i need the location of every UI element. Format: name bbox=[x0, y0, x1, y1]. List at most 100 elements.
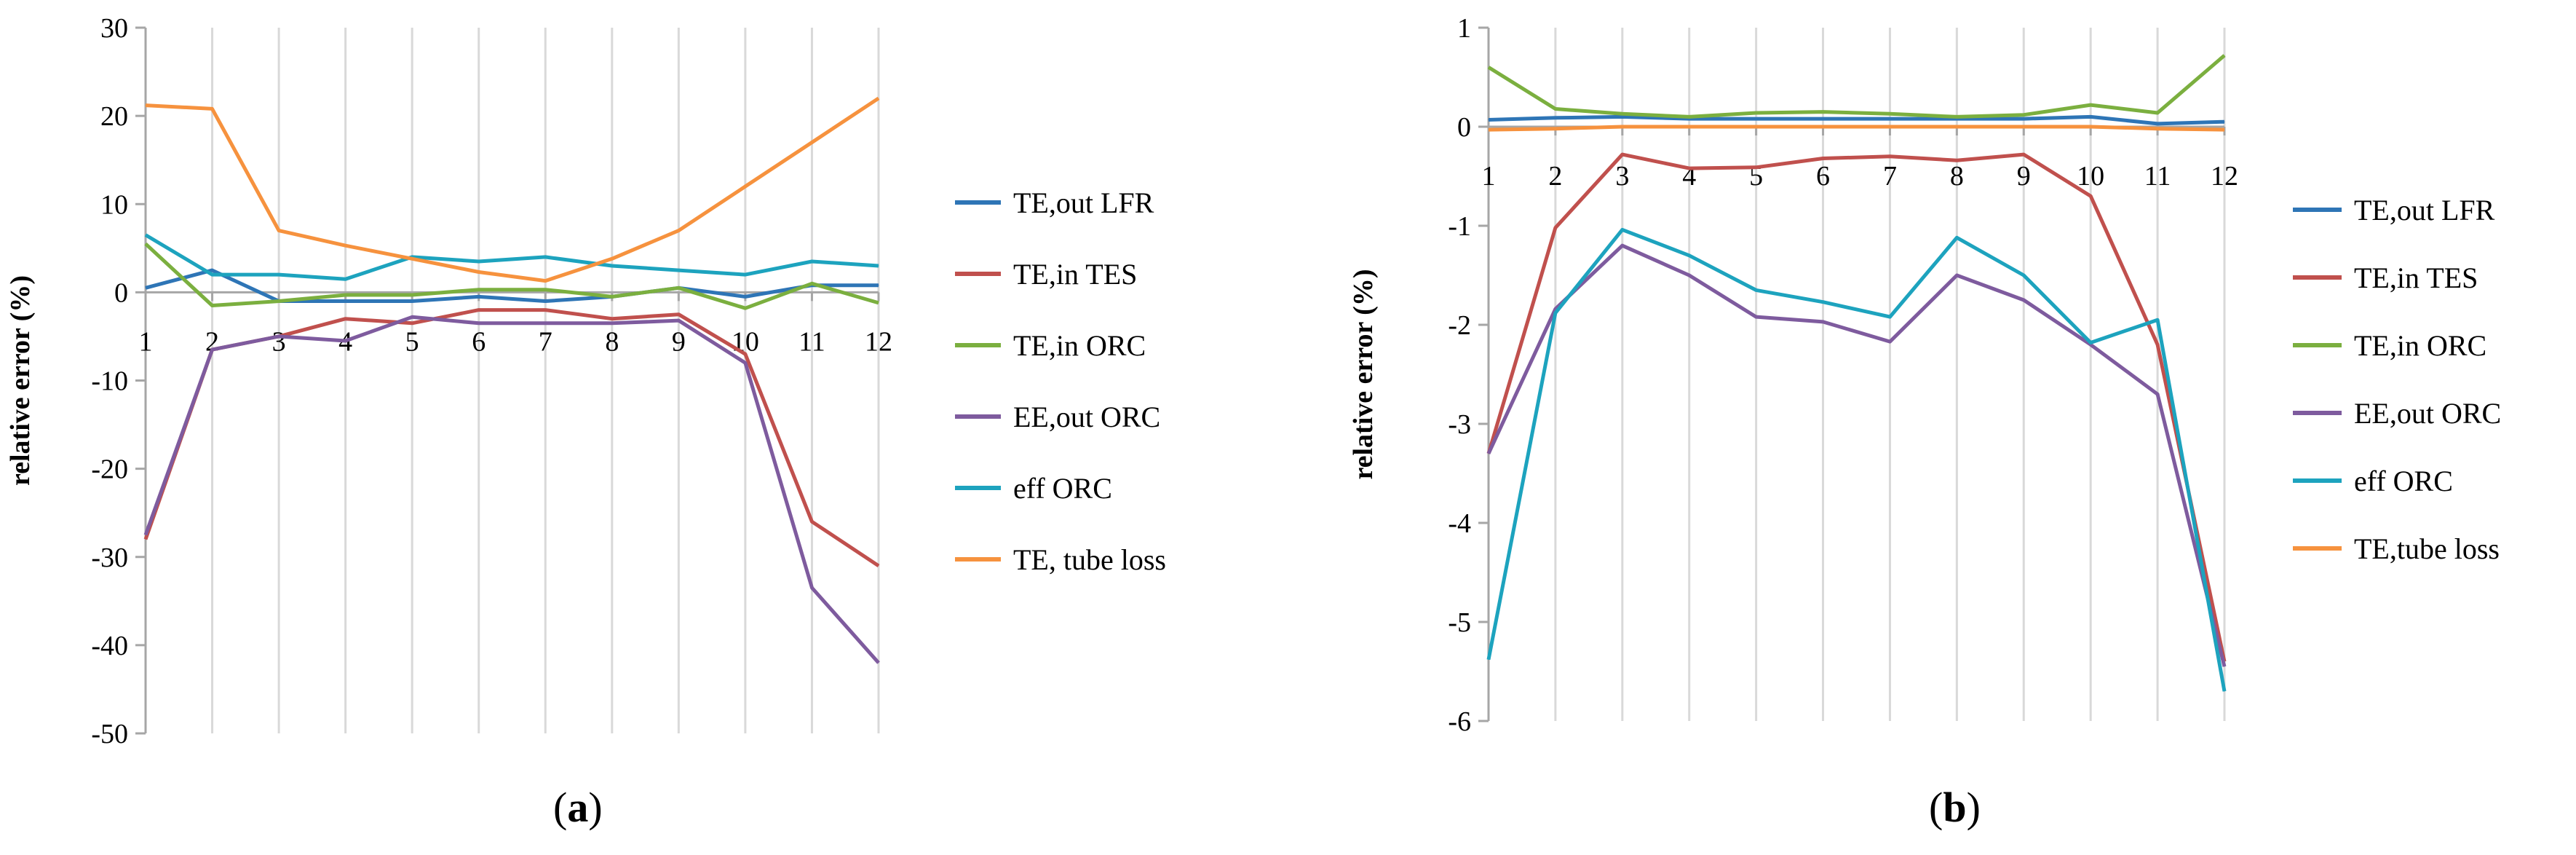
series-line-te-in-tes bbox=[1486, 152, 2227, 662]
data-point bbox=[611, 265, 613, 267]
data-point bbox=[212, 305, 213, 307]
y-tick-label: -3 bbox=[1448, 409, 1471, 440]
data-point bbox=[2090, 195, 2091, 197]
legend-label: TE,in ORC bbox=[2354, 329, 2486, 362]
data-point bbox=[2224, 55, 2225, 56]
data-point bbox=[411, 316, 413, 318]
data-point bbox=[345, 300, 346, 302]
data-point bbox=[2090, 342, 2091, 343]
caption-b-letter: b bbox=[1943, 784, 1967, 831]
y-axis-label: relative error (%) bbox=[5, 275, 36, 486]
y-tick-label: 10 bbox=[100, 189, 128, 220]
series-line-eff-orc bbox=[144, 233, 879, 281]
data-point bbox=[678, 230, 679, 232]
x-tick-label: 10 bbox=[2077, 161, 2104, 192]
y-tick-label: -6 bbox=[1448, 706, 1471, 737]
legend-label: TE,in TES bbox=[2354, 261, 2478, 294]
data-point bbox=[678, 320, 679, 321]
data-point bbox=[278, 230, 280, 232]
data-point bbox=[478, 296, 480, 297]
x-tick-label: 12 bbox=[865, 326, 892, 357]
data-point bbox=[2157, 344, 2158, 345]
x-tick-label: 8 bbox=[1950, 161, 1964, 192]
data-point bbox=[2157, 128, 2158, 130]
series-line-ee-out-orc bbox=[1486, 243, 2227, 667]
legend-label: TE,in ORC bbox=[1013, 329, 1146, 362]
data-point bbox=[611, 318, 613, 320]
x-tick-label: 8 bbox=[605, 326, 619, 357]
x-tick-label: 7 bbox=[1883, 161, 1897, 192]
y-tick-label: 0 bbox=[114, 277, 128, 308]
data-point bbox=[611, 296, 613, 297]
caption-a: (a) bbox=[553, 784, 603, 831]
y-tick-label: -50 bbox=[91, 719, 128, 749]
x-tick-label: 2 bbox=[1548, 161, 1562, 192]
data-point bbox=[2090, 104, 2091, 106]
legend-label: eff ORC bbox=[1013, 472, 1112, 505]
data-point bbox=[278, 300, 280, 302]
series-line-ee-out-orc bbox=[143, 315, 880, 664]
y-tick-label: -4 bbox=[1448, 508, 1471, 539]
data-point bbox=[212, 269, 213, 271]
data-point bbox=[678, 269, 679, 271]
x-tick-label: 11 bbox=[2144, 161, 2171, 192]
legend-label: TE,out LFR bbox=[1013, 186, 1154, 219]
data-point bbox=[411, 294, 413, 296]
data-point bbox=[411, 300, 413, 302]
legend-label: TE,tube loss bbox=[2354, 532, 2500, 565]
data-point bbox=[544, 280, 546, 282]
data-point bbox=[544, 289, 546, 291]
data-point bbox=[544, 300, 546, 302]
y-tick-label: 20 bbox=[100, 101, 128, 132]
data-point bbox=[478, 289, 480, 291]
y-tick-label: -40 bbox=[91, 631, 128, 661]
data-point bbox=[2157, 393, 2158, 395]
data-point bbox=[345, 318, 346, 320]
y-tick-label: -10 bbox=[91, 366, 128, 397]
x-tick-label: 6 bbox=[472, 326, 486, 357]
data-point bbox=[345, 245, 346, 246]
caption-b: (b) bbox=[1929, 784, 1981, 831]
series-line-te-out-lfr bbox=[1488, 114, 2225, 126]
x-tick-label: 12 bbox=[2211, 161, 2238, 192]
data-point bbox=[544, 256, 546, 258]
x-tick-label: 5 bbox=[405, 326, 419, 357]
data-point bbox=[345, 278, 346, 280]
series-line-te-in-orc bbox=[144, 242, 879, 310]
legend-label: EE,out ORC bbox=[1013, 401, 1160, 433]
y-tick-label: 30 bbox=[100, 13, 128, 44]
y-tick-label: -1 bbox=[1448, 211, 1471, 242]
data-point bbox=[345, 294, 346, 296]
data-point bbox=[2224, 690, 2225, 692]
y-axis-label: relative error (%) bbox=[1348, 269, 1379, 479]
legend-label: TE, tube loss bbox=[1013, 543, 1166, 576]
x-tick-label: 1 bbox=[139, 326, 153, 357]
data-point bbox=[2157, 123, 2158, 125]
data-point bbox=[345, 340, 346, 342]
legend-label: EE,out ORC bbox=[2354, 397, 2501, 430]
legend-label: TE,out LFR bbox=[2354, 194, 2495, 226]
legend-label: TE,in TES bbox=[1013, 258, 1137, 291]
x-tick-label: 6 bbox=[1816, 161, 1830, 192]
y-tick-label: -30 bbox=[91, 543, 128, 573]
x-tick-label: 3 bbox=[272, 326, 286, 357]
x-tick-label: 1 bbox=[1482, 161, 1496, 192]
data-point bbox=[678, 314, 679, 315]
legend-label: eff ORC bbox=[2354, 465, 2453, 497]
x-tick-label: 7 bbox=[539, 326, 552, 357]
y-tick-label: -2 bbox=[1448, 310, 1471, 341]
x-tick-label: 9 bbox=[2017, 161, 2031, 192]
series-line-te-tube-loss bbox=[145, 96, 880, 283]
series-line-te-tube-loss bbox=[1488, 125, 2225, 132]
y-tick-label: -5 bbox=[1448, 607, 1471, 638]
data-point bbox=[2157, 112, 2158, 114]
data-point bbox=[2224, 666, 2225, 667]
y-tick-label: 1 bbox=[1457, 13, 1471, 44]
x-tick-label: 9 bbox=[672, 326, 686, 357]
x-tick-label: 11 bbox=[798, 326, 825, 357]
series-line-te-in-orc bbox=[1487, 54, 2226, 119]
caption-a-letter: a bbox=[567, 784, 589, 831]
series-line-eff-orc bbox=[1486, 227, 2227, 692]
